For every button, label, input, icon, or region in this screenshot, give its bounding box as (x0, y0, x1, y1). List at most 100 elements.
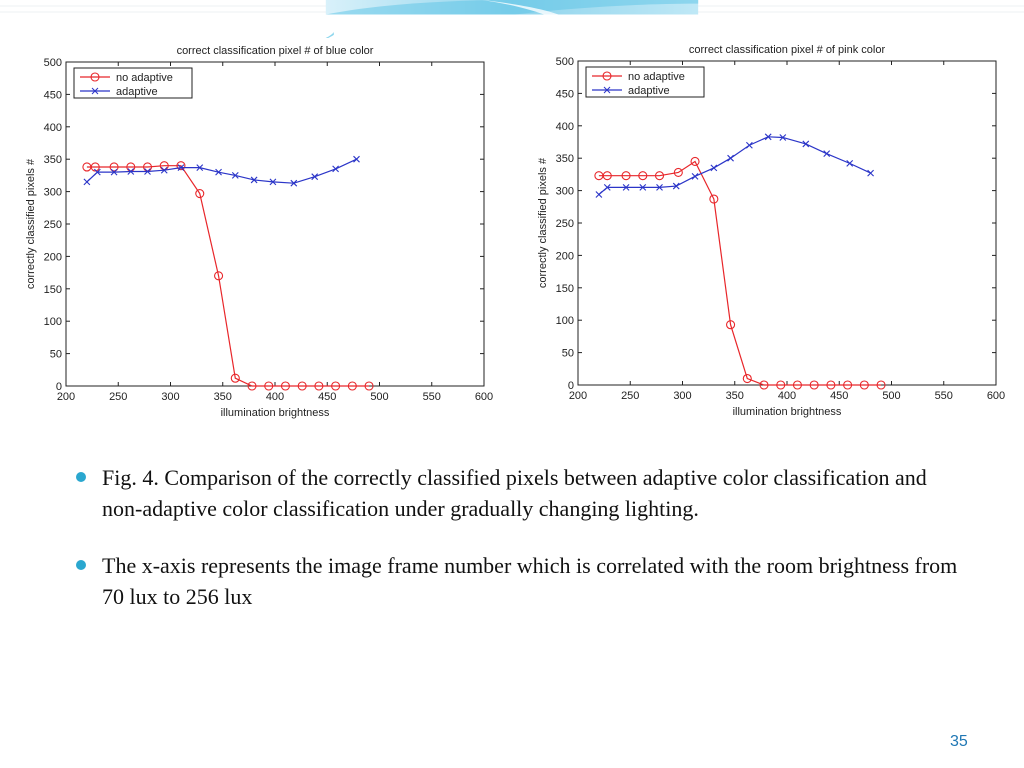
data-point-adaptive (779, 134, 787, 141)
data-point-no-adaptive (621, 171, 631, 181)
bullet-dot-icon (76, 560, 86, 570)
data-point-no-adaptive (776, 380, 786, 390)
data-point-adaptive (177, 164, 185, 172)
chart-pink-color: correct classification pixel # of pink c… (532, 36, 1022, 428)
data-point-no-adaptive (90, 162, 100, 172)
y-tick-label: 150 (556, 283, 574, 295)
data-point-no-adaptive (759, 380, 769, 390)
data-point-adaptive (622, 183, 630, 191)
x-axis-label: illumination brightness (221, 407, 330, 419)
y-tick-label: 200 (556, 250, 574, 262)
y-tick-label: 400 (556, 121, 574, 133)
page-number: 35 (950, 733, 968, 750)
bullet-item: Fig. 4. Comparison of the correctly clas… (72, 462, 962, 524)
data-point-no-adaptive (602, 171, 612, 181)
x-tick-label: 550 (423, 391, 441, 403)
data-point-adaptive (656, 183, 663, 191)
data-point-no-adaptive (809, 380, 819, 390)
data-point-adaptive (603, 183, 611, 191)
x-tick-label: 250 (621, 390, 639, 402)
y-tick-label: 500 (44, 57, 62, 69)
data-point-no-adaptive (176, 161, 186, 171)
data-point-no-adaptive (638, 171, 648, 181)
data-point-adaptive (332, 165, 339, 173)
data-point-no-adaptive (654, 171, 665, 181)
data-point-adaptive (144, 168, 151, 175)
y-tick-label: 50 (562, 348, 574, 360)
data-point-adaptive (846, 159, 854, 167)
data-point-no-adaptive (109, 162, 119, 172)
data-point-no-adaptive (876, 380, 886, 390)
data-point-adaptive (710, 164, 718, 172)
bullet-text: Fig. 4. Comparison of the correctly clas… (102, 465, 927, 521)
x-tick-label: 550 (935, 390, 953, 402)
data-point-adaptive (802, 140, 810, 148)
data-point-no-adaptive (843, 380, 853, 390)
x-axis-label: illumination brightness (733, 406, 842, 418)
data-point-adaptive (353, 155, 360, 163)
legend-marker-x (603, 86, 611, 94)
y-tick-label: 0 (56, 381, 62, 393)
data-point-no-adaptive (195, 188, 205, 199)
y-axis-label: correctly classified pixels # (25, 158, 37, 289)
series-line-adaptive (598, 136, 871, 195)
data-point-adaptive (231, 172, 239, 179)
legend-marker-circle (602, 71, 612, 81)
data-point-no-adaptive (673, 167, 683, 178)
data-point-no-adaptive (792, 380, 803, 390)
data-point-adaptive (290, 179, 298, 187)
data-point-adaptive (311, 173, 319, 181)
data-point-no-adaptive (297, 381, 307, 391)
series-line-no-adaptive (598, 160, 882, 386)
y-tick-label: 100 (44, 316, 62, 328)
data-point-no-adaptive (690, 156, 700, 166)
data-point-adaptive (867, 169, 874, 177)
data-point-no-adaptive (280, 381, 291, 391)
data-point-adaptive (160, 166, 168, 174)
legend-marker-circle (90, 72, 100, 82)
y-tick-label: 200 (44, 251, 62, 263)
bullet-list: Fig. 4. Comparison of the correctly clas… (72, 462, 962, 638)
data-point-no-adaptive (742, 373, 752, 384)
x-tick-label: 600 (987, 390, 1005, 402)
data-point-no-adaptive (331, 381, 341, 391)
data-point-adaptive (823, 150, 831, 158)
y-tick-label: 300 (44, 187, 62, 199)
x-tick-label: 350 (726, 390, 744, 402)
chart-title: correct classification pixel # of blue c… (177, 45, 374, 57)
x-tick-label: 200 (57, 391, 75, 403)
data-point-no-adaptive (726, 320, 736, 330)
bullet-item: The x-axis represents the image frame nu… (72, 550, 962, 612)
chart-title: correct classification pixel # of pink c… (689, 44, 886, 56)
chart-svg: correct classification pixel # of pink c… (537, 44, 1005, 418)
plot-frame (577, 60, 997, 386)
y-tick-label: 150 (44, 284, 62, 296)
legend-label: no adaptive (116, 72, 173, 84)
x-tick-label: 450 (318, 391, 336, 403)
x-tick-label: 450 (830, 390, 848, 402)
data-point-adaptive (764, 133, 772, 141)
legend-label: no adaptive (628, 71, 685, 83)
legend-label: adaptive (628, 85, 670, 97)
legend-marker-x (91, 87, 99, 95)
data-point-adaptive (250, 176, 258, 184)
series-line-adaptive (86, 158, 357, 184)
data-point-no-adaptive (347, 381, 357, 391)
data-point-adaptive (672, 182, 680, 190)
x-tick-label: 200 (569, 390, 587, 402)
data-point-no-adaptive (230, 373, 240, 383)
chart-blue-color: correct classification pixel # of blue c… (22, 38, 502, 426)
data-point-no-adaptive (264, 381, 274, 391)
y-tick-label: 50 (50, 349, 62, 361)
legend-label: adaptive (116, 86, 158, 98)
y-tick-label: 350 (556, 153, 574, 165)
data-point-no-adaptive (247, 381, 257, 391)
data-point-adaptive (745, 141, 753, 149)
data-point-adaptive (595, 191, 603, 198)
series-line-no-adaptive (86, 165, 370, 387)
x-tick-label: 500 (370, 391, 388, 403)
x-tick-label: 400 (778, 390, 796, 402)
y-tick-label: 450 (44, 89, 62, 101)
data-point-adaptive (196, 164, 204, 172)
data-point-no-adaptive (314, 381, 324, 391)
